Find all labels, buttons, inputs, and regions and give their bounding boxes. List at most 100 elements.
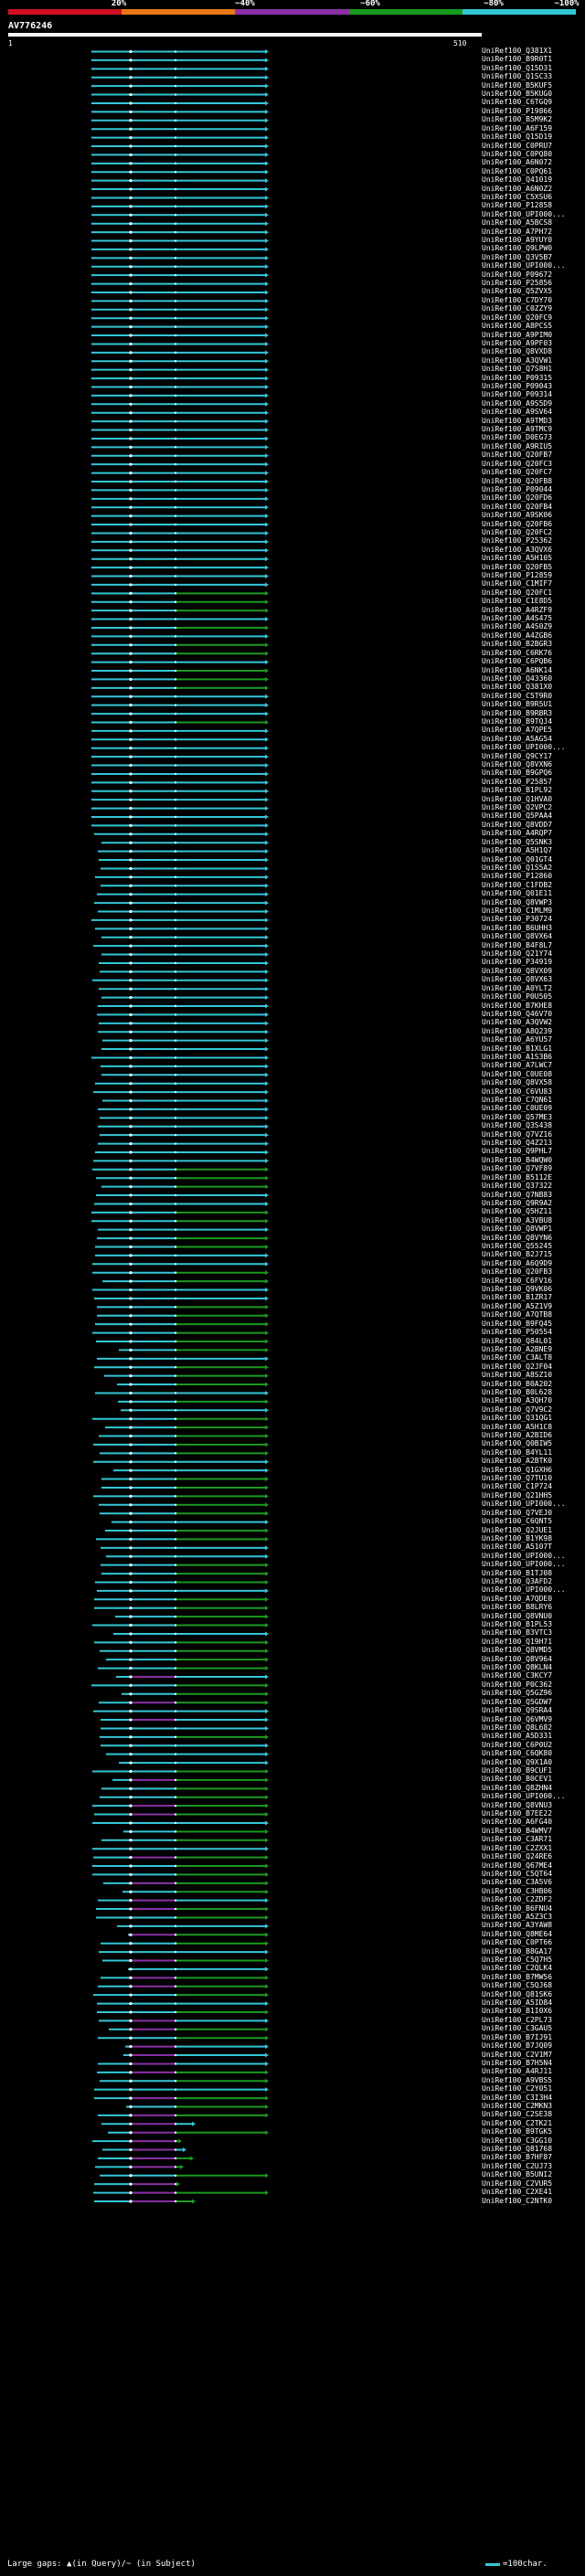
hit-link[interactable]: UniRef100_A9PIM0 (482, 330, 553, 339)
hit-link[interactable]: UniRef100_Q9X1A0 (482, 1757, 553, 1766)
hit-link[interactable]: UniRef100_Q24RE6 (482, 1852, 553, 1861)
hit-link[interactable]: UniRef100_B1PL53 (482, 1620, 553, 1629)
hit-link[interactable]: UniRef100_B0CEV1 (482, 1775, 553, 1784)
hit-link[interactable]: UniRef100_Q20FC1 (482, 588, 553, 597)
hit-link[interactable]: UniRef100_Q8ZHN4 (482, 1783, 553, 1792)
hit-link[interactable]: UniRef100_Q8VX64 (482, 932, 553, 941)
hit-link[interactable]: UniRef100_A0YLT2 (482, 983, 553, 992)
hit-link[interactable]: UniRef100_C0UE09 (482, 1104, 553, 1113)
hit-link[interactable]: UniRef100_A5AG54 (482, 734, 553, 743)
hit-link[interactable]: UniRef100_C5QT64 (482, 1869, 553, 1878)
hit-link[interactable]: UniRef100_A9VBS5 (482, 2075, 553, 2084)
hit-link[interactable]: UniRef100_B6FNU4 (482, 1903, 553, 1913)
hit-link[interactable]: UniRef100_A4RZF9 (482, 605, 553, 614)
hit-link[interactable]: UniRef100_Q8VX09 (482, 966, 553, 975)
hit-link[interactable]: UniRef100_C5QJ68 (482, 1981, 553, 1990)
hit-link[interactable]: UniRef100_Q7S8H1 (482, 365, 553, 374)
hit-link[interactable]: UniRef100_UPI000... (482, 1792, 566, 1801)
hit-link[interactable]: UniRef100_Q8ME64 (482, 1929, 553, 1938)
hit-link[interactable]: UniRef100_Q21Y74 (482, 949, 553, 959)
hit-link[interactable]: UniRef100_Q3AFD2 (482, 1576, 553, 1585)
hit-link[interactable]: UniRef100_P12858 (482, 201, 553, 210)
hit-link[interactable]: UniRef100_A9SK06 (482, 511, 553, 520)
hit-link[interactable]: UniRef100_C2UJ73 (482, 2161, 553, 2170)
hit-link[interactable]: UniRef100_B7EE22 (482, 1809, 553, 1818)
hit-link[interactable]: UniRef100_A7PH72 (482, 227, 553, 236)
hit-link[interactable]: UniRef100_C3AR71 (482, 1835, 553, 1844)
hit-link[interactable]: UniRef100_Q9CY17 (482, 751, 553, 760)
hit-link[interactable]: UniRef100_B5112E (482, 1172, 553, 1182)
hit-link[interactable]: UniRef100_Q9R9A2 (482, 1198, 553, 1207)
hit-link[interactable]: UniRef100_Q1SC33 (482, 72, 553, 81)
hit-link[interactable]: UniRef100_B1I0X6 (482, 2007, 553, 2016)
hit-link[interactable]: UniRef100_B4YL11 (482, 1447, 553, 1457)
hit-link[interactable]: UniRef100_C1P724 (482, 1482, 553, 1491)
hit-link[interactable]: UniRef100_B9TGK5 (482, 2127, 553, 2136)
hit-link[interactable]: UniRef100_A1S3B6 (482, 1052, 553, 1061)
hit-link[interactable]: UniRef100_A6F159 (482, 123, 553, 133)
hit-link[interactable]: UniRef100_Q4Z213 (482, 1139, 553, 1148)
hit-link[interactable]: UniRef100_B1ZR17 (482, 1293, 553, 1302)
hit-link[interactable]: UniRef100_B7HF87 (482, 2153, 553, 2162)
hit-link[interactable]: UniRef100_Q5HZ11 (482, 1207, 553, 1216)
hit-link[interactable]: UniRef100_A5D331 (482, 1732, 553, 1741)
hit-link[interactable]: UniRef100_B7IJ91 (482, 2032, 553, 2041)
hit-link[interactable]: UniRef100_Q9LPW0 (482, 244, 553, 253)
hit-link[interactable]: UniRef100_B1PL92 (482, 786, 553, 795)
hit-link[interactable]: UniRef100_Q0BIW5 (482, 1439, 553, 1448)
hit-link[interactable]: UniRef100_Q31QG1 (482, 1414, 553, 1423)
hit-link[interactable]: UniRef100_C1MIF7 (482, 579, 553, 588)
hit-link[interactable]: UniRef100_C2Y051 (482, 2084, 553, 2094)
hit-link[interactable]: UniRef100_C0ZZY9 (482, 304, 553, 313)
hit-link[interactable]: UniRef100_B1YK98 (482, 1533, 553, 1542)
hit-link[interactable]: UniRef100_P25856 (482, 279, 553, 288)
hit-link[interactable]: UniRef100_Q5SNK3 (482, 837, 553, 846)
hit-link[interactable]: UniRef100_Q7VF89 (482, 1164, 553, 1173)
hit-link[interactable]: UniRef100_C2MKN3 (482, 2101, 553, 2110)
hit-link[interactable]: UniRef100_Q20FB7 (482, 451, 553, 460)
hit-link[interactable]: UniRef100_C3GAU5 (482, 2024, 553, 2033)
hit-link[interactable]: UniRef100_C2ZDF2 (482, 1895, 553, 1904)
hit-link[interactable]: UniRef100_C3I3H4 (482, 2093, 553, 2102)
hit-link[interactable]: UniRef100_A9PF03 (482, 338, 553, 347)
hit-link[interactable]: UniRef100_Q8VWP3 (482, 897, 553, 906)
hit-link[interactable]: UniRef100_C2PL73 (482, 2015, 553, 2024)
hit-link[interactable]: UniRef100_B9TQJ4 (482, 716, 553, 726)
hit-link[interactable]: UniRef100_P25362 (482, 536, 553, 546)
hit-link[interactable]: UniRef100_P12860 (482, 872, 553, 881)
hit-link[interactable]: UniRef100_P09043 (482, 381, 553, 390)
hit-link[interactable]: UniRef100_A7QDE0 (482, 1594, 553, 1603)
hit-link[interactable]: UniRef100_C2VUR5 (482, 2178, 553, 2188)
hit-link[interactable]: UniRef100_B4F8L7 (482, 940, 553, 949)
hit-link[interactable]: UniRef100_B7H5N4 (482, 2058, 553, 2067)
hit-link[interactable]: UniRef100_Q15D31 (482, 63, 553, 72)
hit-link[interactable]: UniRef100_Q1S5A2 (482, 863, 553, 872)
hit-link[interactable]: UniRef100_B5UNI2 (482, 2170, 553, 2179)
hit-link[interactable]: UniRef100_C2V1M7 (482, 2050, 553, 2059)
hit-link[interactable]: UniRef100_Q5GDW7 (482, 1697, 553, 1706)
hit-link[interactable]: UniRef100_B2J715 (482, 1250, 553, 1259)
hit-link[interactable]: UniRef100_Q7VEJ0 (482, 1508, 553, 1517)
hit-link[interactable]: UniRef100_Q43360 (482, 673, 553, 683)
hit-link[interactable]: UniRef100_A9TMD3 (482, 416, 553, 425)
hit-link[interactable]: UniRef100_C3HB06 (482, 1886, 553, 1895)
hit-link[interactable]: UniRef100_A8Q239 (482, 1026, 553, 1035)
hit-link[interactable]: UniRef100_A4S0Z9 (482, 622, 553, 631)
hit-link[interactable]: UniRef100_C1FDB2 (482, 880, 553, 889)
hit-link[interactable]: UniRef100_B9CUF1 (482, 1766, 553, 1775)
hit-link[interactable]: UniRef100_P09315 (482, 373, 553, 382)
hit-link[interactable]: UniRef100_A6N0Z2 (482, 184, 553, 193)
hit-link[interactable]: UniRef100_UPI000... (482, 1551, 566, 1560)
hit-link[interactable]: UniRef100_Q8L682 (482, 1723, 553, 1732)
hit-link[interactable]: UniRef100_C2TK21 (482, 2118, 553, 2127)
hit-link[interactable]: UniRef100_A9YUY0 (482, 236, 553, 245)
hit-link[interactable]: UniRef100_B7KHE8 (482, 1001, 553, 1010)
hit-link[interactable]: UniRef100_A6YU57 (482, 1035, 553, 1044)
hit-link[interactable]: UniRef100_C1MLM9 (482, 906, 553, 915)
hit-link[interactable]: UniRef100_C0PT66 (482, 1938, 553, 1947)
hit-link[interactable]: UniRef100_B1XLG1 (482, 1044, 553, 1053)
hit-link[interactable]: UniRef100_Q15D19 (482, 133, 553, 142)
hit-link[interactable]: UniRef100_A2BTK0 (482, 1457, 553, 1466)
hit-link[interactable]: UniRef100_A9TMC9 (482, 425, 553, 434)
hit-link[interactable]: UniRef100_Q41019 (482, 175, 553, 185)
